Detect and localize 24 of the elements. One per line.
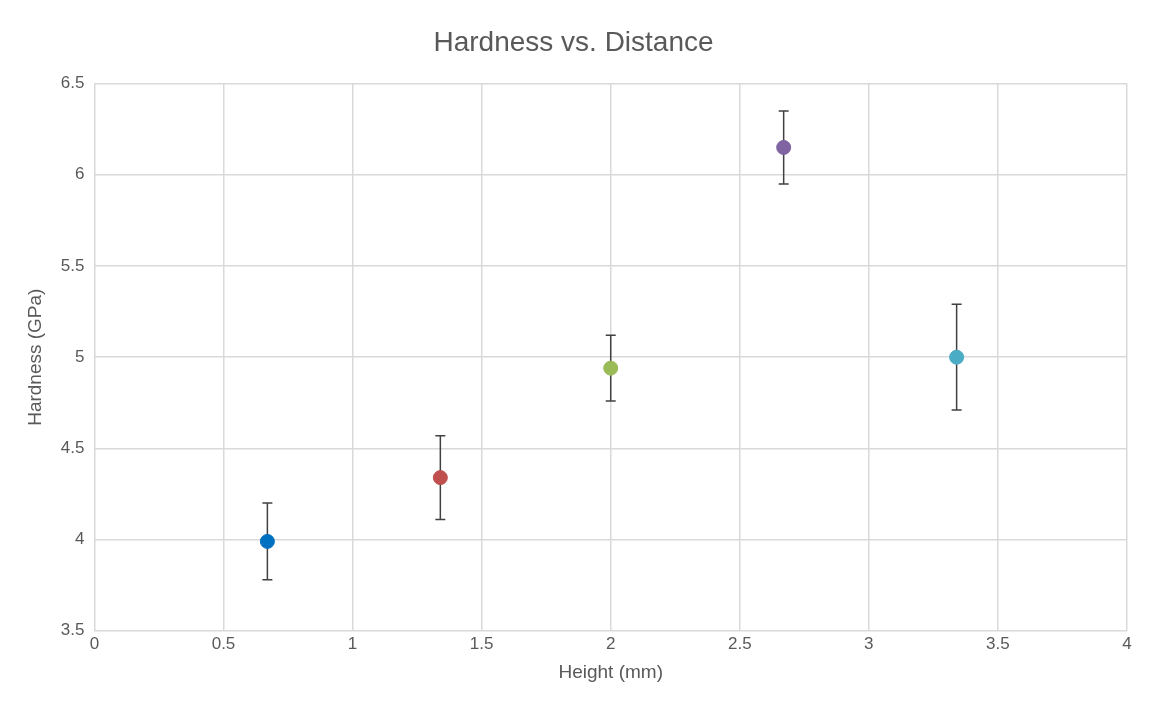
x-tick-label: 3.5 [986, 633, 1010, 653]
point [259, 533, 275, 549]
x-axis-title: Height (mm) [558, 660, 663, 682]
x-tick-label: 4 [1122, 633, 1132, 653]
point [603, 360, 619, 376]
x-tick-label: 1.5 [469, 633, 494, 653]
x-tick-label: 1 [347, 633, 358, 653]
chart-title: Hardness vs. Distance [433, 25, 714, 57]
y-tick-label: 4.5 [60, 438, 85, 458]
y-tick-label: 4 [74, 529, 85, 549]
point [949, 349, 965, 365]
point [432, 470, 448, 486]
y-tick-label: 6 [74, 164, 85, 184]
x-tick-label: 2 [605, 633, 616, 653]
x-tick-label: 3 [864, 633, 874, 653]
x-tick-label: 2.5 [727, 633, 752, 653]
y-tick-label: 5.5 [60, 255, 85, 275]
y-tick-label: 3.5 [60, 620, 85, 640]
point [776, 139, 792, 155]
y-tick-label: 5 [74, 346, 85, 366]
x-tick-label: 0 [89, 633, 100, 653]
y-axis-title: Hardness (GPa) [23, 288, 45, 426]
y-tick-label: 6.5 [60, 73, 85, 93]
x-tick-label: 0.5 [211, 633, 236, 653]
